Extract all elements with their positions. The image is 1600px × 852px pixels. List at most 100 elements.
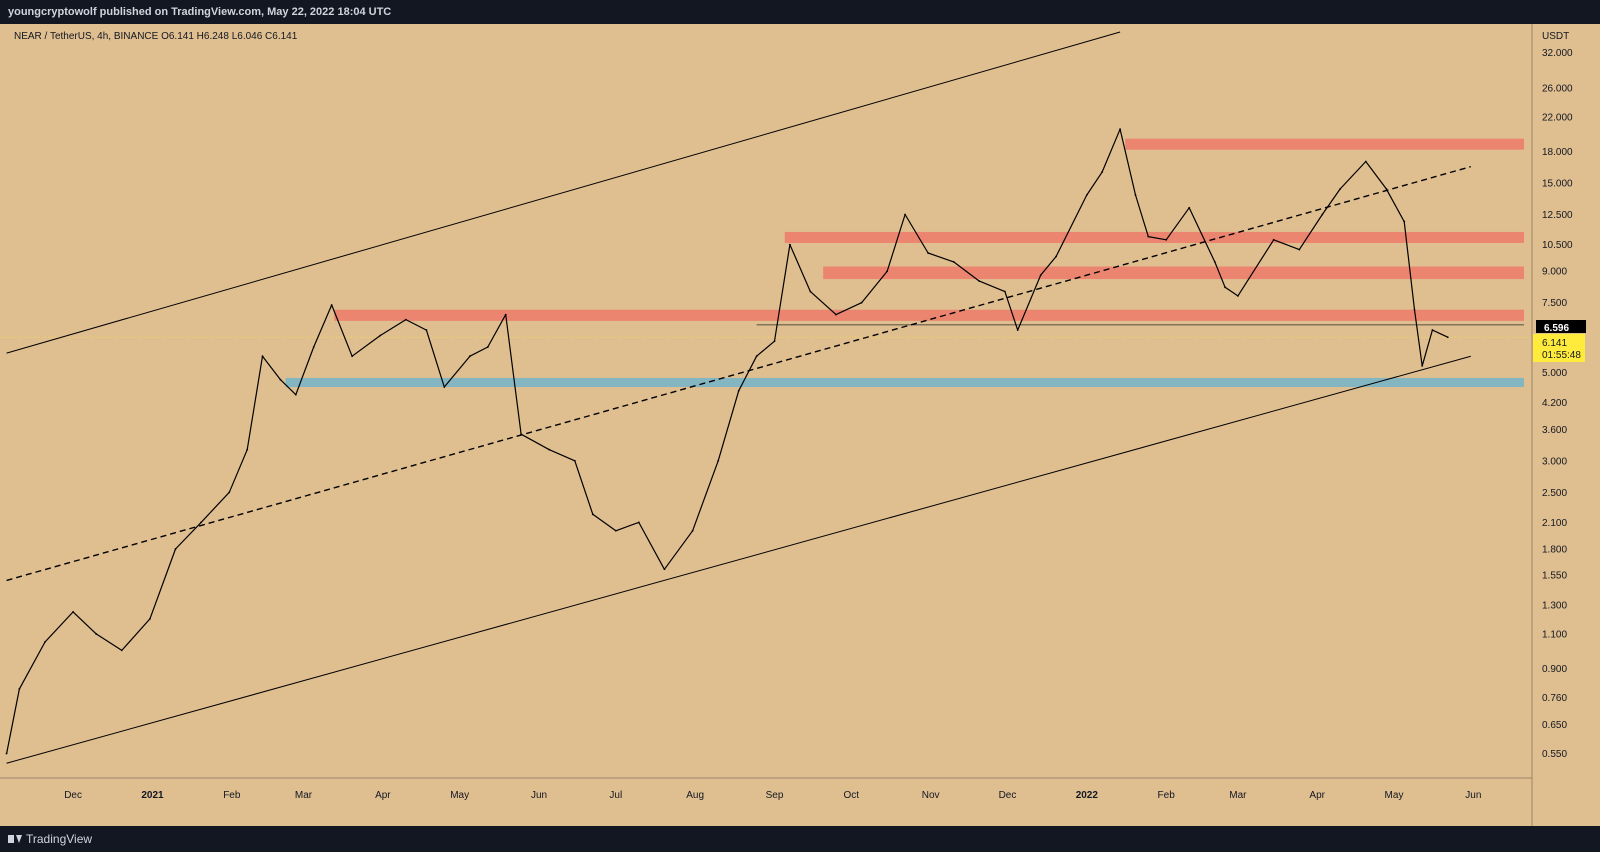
publish-header: youngcryptowolf published on TradingView…: [0, 0, 1600, 24]
current-price-tag: [1533, 334, 1585, 362]
x-tick-label: Mar: [1229, 790, 1247, 801]
price-point: [1413, 308, 1416, 311]
trendline-solid: [6, 31, 1121, 354]
price-point: [261, 355, 264, 358]
price-point: [773, 340, 776, 343]
y-tick-label: 4.200: [1542, 398, 1567, 409]
y-tick-label: 9.000: [1542, 267, 1567, 278]
price-point: [379, 334, 382, 337]
price-point: [1165, 238, 1168, 241]
price-point: [1224, 286, 1226, 289]
y-tick-label: 7.500: [1542, 298, 1567, 309]
price-point: [312, 346, 315, 348]
y-tick-label: 10.500: [1542, 240, 1573, 251]
price-line: [6, 128, 1449, 754]
y-tick-label: 0.760: [1542, 693, 1567, 704]
high-line-layer: [0, 324, 1532, 338]
price-point: [691, 529, 694, 532]
series-layer: [5, 128, 1449, 755]
price-point: [637, 521, 640, 524]
y-tick-label: 0.650: [1542, 720, 1567, 731]
y-tick-label: 0.900: [1542, 664, 1567, 675]
price-point: [1298, 248, 1301, 251]
footer-bar: TradingView: [0, 826, 1600, 852]
price-point: [18, 687, 21, 690]
price-point: [1446, 336, 1449, 339]
x-tick-label: Aug: [686, 790, 704, 801]
price-point: [1385, 188, 1388, 190]
price-point: [1055, 255, 1058, 258]
price-point: [174, 548, 177, 550]
y-tick-label: 0.550: [1542, 749, 1567, 760]
y-tick-label: 1.100: [1542, 629, 1567, 640]
resistance-zone: [823, 266, 1524, 280]
price-point: [351, 355, 354, 358]
price-point: [1016, 329, 1019, 331]
price-point: [1134, 194, 1137, 196]
price-point: [1339, 188, 1342, 190]
price-point: [468, 355, 471, 358]
x-tick-label: Feb: [1158, 790, 1176, 801]
x-tick-label: Apr: [1309, 790, 1325, 801]
resistance-zone: [1125, 138, 1524, 150]
price-point: [279, 378, 282, 381]
y-tick-label: 26.000: [1542, 84, 1573, 95]
brand-label: TradingView: [26, 832, 93, 846]
x-tick-label: Jun: [531, 790, 547, 801]
x-tick-label: Feb: [223, 790, 241, 801]
price-point: [737, 389, 740, 392]
trendlines-layer: [6, 31, 1471, 764]
y-tick-label: 1.550: [1542, 570, 1567, 581]
price-point: [72, 610, 75, 613]
price-point: [120, 649, 123, 652]
price-point: [1213, 260, 1216, 263]
x-tick-label: 2022: [1076, 790, 1099, 801]
axis-unit-label: USDT: [1542, 31, 1569, 42]
price-point: [443, 386, 446, 388]
price-point: [228, 491, 231, 494]
price-point: [246, 448, 249, 451]
price-point: [927, 252, 930, 254]
price-point: [1188, 206, 1191, 209]
high-line-label: 6.596: [1544, 323, 1569, 334]
price-point: [1421, 364, 1424, 367]
price-chart[interactable]: NEAR / TetherUS, 4h, BINANCE O6.141 H6.2…: [0, 24, 1600, 826]
price-point: [717, 459, 720, 462]
price-point: [1431, 329, 1434, 331]
x-tick-label: Jul: [609, 790, 622, 801]
price-point: [1403, 220, 1406, 223]
y-tick-label: 5.000: [1542, 368, 1567, 379]
price-point: [1147, 235, 1150, 238]
x-tick-label: Oct: [844, 790, 860, 801]
price-point: [1085, 194, 1088, 196]
high-line-tag: [1536, 320, 1586, 333]
y-tick-label: 22.000: [1542, 112, 1573, 123]
y-tick-label: 12.500: [1542, 210, 1573, 221]
price-point: [149, 618, 151, 620]
countdown-label: 01:55:48: [1542, 350, 1581, 361]
x-tick-label: May: [1385, 790, 1404, 801]
trendline-dashed: [6, 165, 1471, 582]
price-point: [200, 521, 203, 524]
price-point: [1272, 238, 1275, 241]
price-point: [404, 318, 407, 321]
tradingview-logo[interactable]: TradingView: [8, 826, 92, 852]
price-point: [1101, 171, 1104, 173]
price-point: [952, 260, 955, 263]
price-point: [425, 329, 428, 331]
price-point: [1364, 160, 1367, 163]
y-tick-label: 3.000: [1542, 456, 1567, 467]
y-tick-label: 32.000: [1542, 48, 1573, 59]
price-point: [44, 641, 46, 643]
price-point: [573, 459, 576, 462]
x-tick-label: Dec: [999, 790, 1017, 801]
current-price-label: 6.141: [1542, 338, 1567, 349]
y-ticks-layer: 32.000 26.000 22.000 18.000 15.000 12.500 10.5…: [1542, 48, 1573, 760]
price-point: [663, 568, 666, 571]
resistance-zone: [334, 309, 1524, 321]
x-tick-label: Apr: [375, 790, 391, 801]
price-point: [835, 313, 837, 316]
price-point: [95, 633, 98, 635]
support-zone: [285, 377, 1524, 388]
x-tick-label: Mar: [295, 790, 313, 801]
